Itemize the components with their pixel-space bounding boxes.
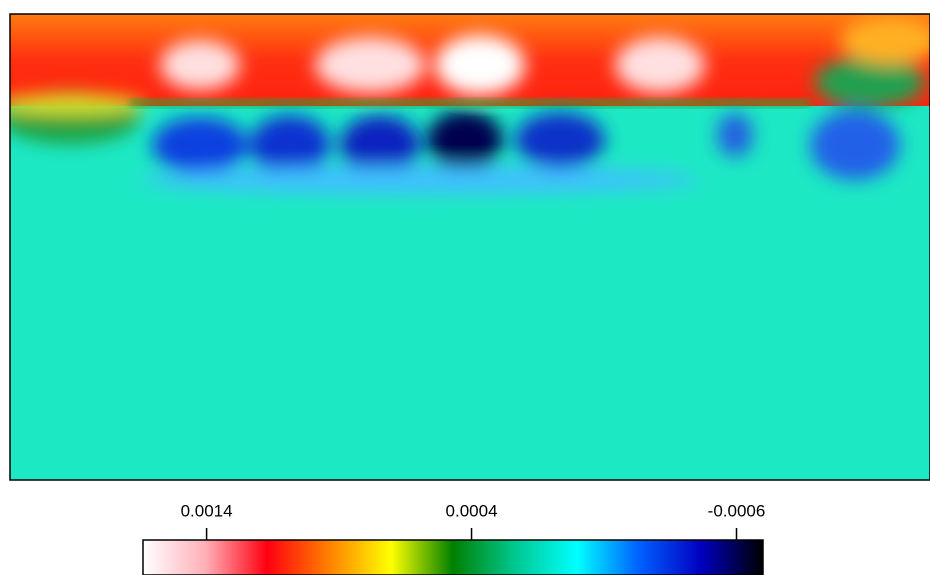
colorbar-tick-label: 0.0004 — [446, 501, 498, 520]
colorbar-tick-label: -0.0006 — [708, 501, 766, 520]
colorbar: 0.0014 0.0004 -0.0006 — [142, 501, 766, 575]
field-features — [10, 16, 930, 194]
colorbar-tick-label: 0.0014 — [181, 501, 233, 520]
field-boundary — [130, 100, 810, 106]
field — [10, 14, 930, 480]
plot-frame — [9, 13, 930, 481]
colorbar-body — [142, 539, 764, 575]
